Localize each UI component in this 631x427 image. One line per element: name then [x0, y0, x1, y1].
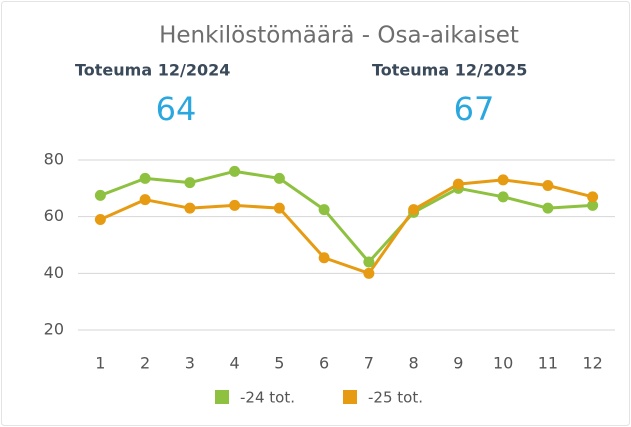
- data-point: [408, 204, 420, 216]
- data-point: [542, 180, 554, 191]
- data-point: [318, 252, 330, 264]
- legend-label: -24 tot.: [240, 389, 295, 407]
- data-point: [184, 177, 196, 189]
- kpi-value: 67: [454, 90, 495, 128]
- data-point: [94, 189, 106, 201]
- legend-swatch: [215, 390, 229, 404]
- data-point: [363, 267, 375, 279]
- data-point: [229, 165, 241, 177]
- x-tick-label: 10: [493, 354, 513, 373]
- x-tick-label: 5: [274, 354, 284, 373]
- kpi-value: 64: [156, 90, 197, 128]
- x-tick-label: 8: [409, 354, 419, 373]
- data-point: [497, 174, 509, 186]
- x-tick-label: 11: [538, 354, 558, 373]
- data-point: [139, 172, 151, 184]
- data-point: [184, 202, 196, 214]
- y-tick-label: 20: [44, 320, 64, 339]
- x-tick-label: 2: [140, 354, 150, 373]
- data-point: [587, 199, 599, 211]
- data-point: [452, 178, 464, 190]
- chart-title: Henkilöstömäärä - Osa-aikaiset: [159, 23, 519, 49]
- series-line: [99, 178, 593, 275]
- data-point: [94, 214, 106, 225]
- kpi-label: Toteuma 12/2025: [372, 61, 527, 80]
- data-point: [318, 204, 330, 216]
- data-point: [542, 202, 554, 214]
- data-point: [273, 202, 285, 214]
- x-tick-label: 3: [185, 354, 195, 373]
- data-point: [587, 191, 599, 203]
- data-point: [363, 256, 375, 268]
- y-tick-label: 60: [44, 206, 64, 225]
- data-point: [273, 172, 285, 184]
- legend-swatch: [343, 390, 357, 404]
- kpi-label: Toteuma 12/2024: [75, 61, 230, 80]
- x-tick-label: 9: [453, 354, 463, 373]
- series-line: [99, 169, 593, 264]
- data-point: [139, 194, 151, 206]
- x-tick-label: 12: [582, 354, 602, 373]
- x-tick-label: 4: [230, 354, 240, 373]
- data-point: [229, 199, 241, 211]
- y-tick-label: 40: [44, 263, 64, 282]
- legend-label: -25 tot.: [368, 389, 423, 407]
- x-tick-label: 7: [364, 354, 374, 373]
- data-point: [497, 191, 509, 203]
- y-tick-label: 80: [44, 150, 64, 169]
- x-tick-label: 6: [319, 354, 329, 373]
- x-tick-label: 1: [95, 354, 105, 373]
